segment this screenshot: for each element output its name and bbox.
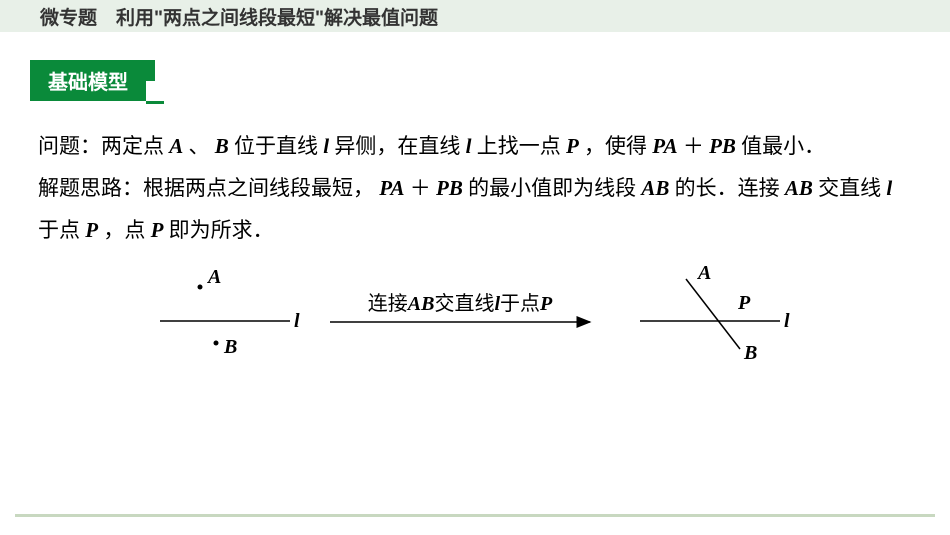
t1: 两定点 [101,134,164,158]
problem-label: 问题： [38,134,101,158]
s5: 于点 [38,218,80,242]
solution-line: 解题思路：根据两点之间线段最短， PA ＋ PB 的最小值即为线段 AB 的长．… [38,167,912,251]
var-P2: P [85,218,98,242]
t2: 位于直线 [234,134,318,158]
header-title: 微专题 利用"两点之间线段最短"解决最值问题 [40,3,438,30]
footer-line [15,514,935,517]
var-l2: l [466,134,472,158]
section-badge-text: 基础模型 [48,72,128,94]
var-AB2: AB [785,176,813,200]
s1: 根据两点之间线段最短， [143,176,374,200]
var-A: A [169,134,183,158]
var-PA2: PA [379,176,404,200]
solution-label: 解题思路： [38,176,143,200]
svg-text:l: l [294,310,300,332]
var-AB: AB [641,176,669,200]
svg-text:A: A [206,266,221,288]
svg-text:l: l [784,310,790,332]
var-l: l [323,134,329,158]
header-bar: 微专题 利用"两点之间线段最短"解决最值问题 [0,0,950,32]
diagram-left: A Bl [150,261,310,366]
t3: 异侧，在直线 [334,134,460,158]
diagram-right: A B Pl [630,261,800,366]
var-PA: PA [652,134,677,158]
var-PB: PB [709,134,736,158]
plus: ＋ [683,134,704,158]
svg-text:P: P [737,292,751,314]
svg-text:B: B [743,342,757,364]
sep: 、 [189,134,210,158]
var-PB2: PB [436,176,463,200]
t4: 上找一点 [477,134,561,158]
t6: 值最小． [741,134,825,158]
section-badge-wrap: 基础模型 [30,60,146,101]
s3: 的长．连接 [675,176,780,200]
plus2: ＋ [410,176,431,200]
t5: ，使得 [584,134,647,158]
s4: 交直线 [818,176,881,200]
s2: 的最小值即为线段 [468,176,636,200]
s7: 即为所求． [169,218,274,242]
svg-text:B: B [223,336,237,358]
section-badge: 基础模型 [30,60,146,101]
svg-text:A: A [696,262,711,284]
var-P3: P [151,218,164,242]
problem-line: 问题：两定点 A 、 B 位于直线 l 异侧，在直线 l 上找一点 P ，使得 … [38,125,912,167]
svg-text:连接AB交直线l于点P: 连接AB交直线l于点P [368,292,553,315]
diagram-arrow: 连接AB交直线l于点P [330,284,610,344]
content: 问题：两定点 A 、 B 位于直线 l 异侧，在直线 l 上找一点 P ，使得 … [0,101,950,366]
s6: ，点 [103,218,145,242]
diagram-area: A Bl 连接AB交直线l于点P A B Pl [38,261,912,366]
var-B: B [215,134,229,158]
var-P: P [566,134,579,158]
badge-accent [146,60,164,101]
var-l3: l [886,176,892,200]
